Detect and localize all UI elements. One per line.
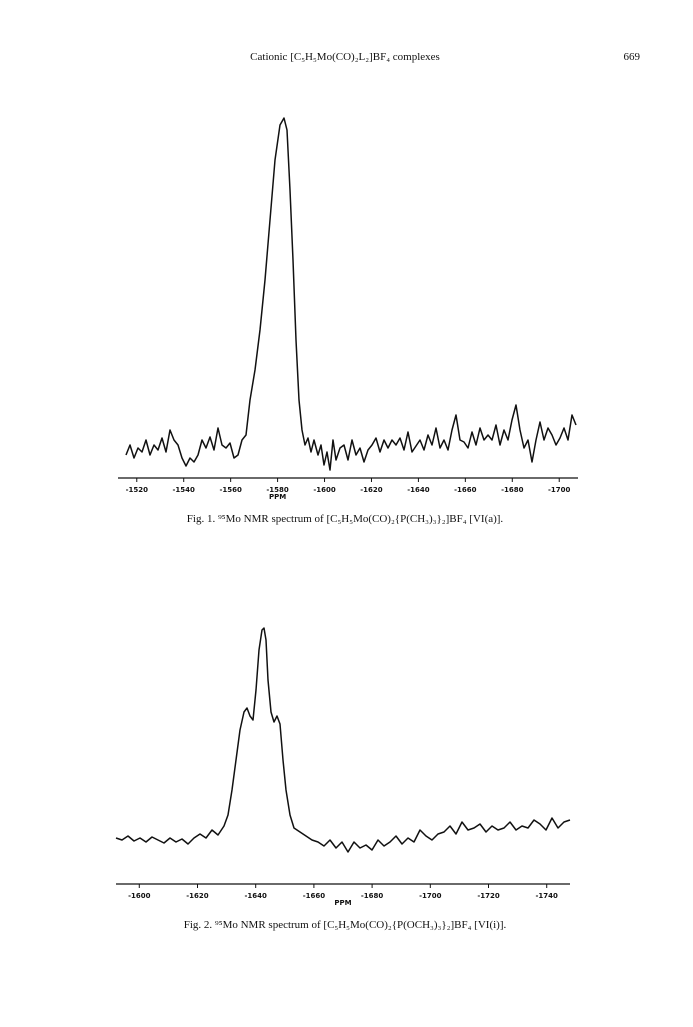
x-tick-label: -1620 <box>360 486 383 494</box>
x-tick-label: -1640 <box>407 486 430 494</box>
x-tick-label: -1660 <box>303 892 326 900</box>
x-tick-label: -1680 <box>501 486 524 494</box>
x-axis-label: PPM <box>269 493 286 501</box>
page-number: 669 <box>624 51 641 63</box>
running-title: Cationic [C₅H₅Mo(CO)₂L₂]BF₄ complexes <box>250 51 440 63</box>
x-tick-label: -1740 <box>536 892 559 900</box>
x-tick-label: -1680 <box>361 892 384 900</box>
x-tick-label: -1700 <box>548 486 571 494</box>
x-tick-label: -1600 <box>313 486 336 494</box>
figure-caption: Fig. 1. ⁹⁵Mo NMR spectrum of [C₅H₅Mo(CO)… <box>187 513 504 525</box>
x-tick-label: -1700 <box>419 892 442 900</box>
x-tick-label: -1720 <box>477 892 500 900</box>
x-axis-label: PPM <box>334 899 351 907</box>
spectrum-1 <box>125 117 577 471</box>
x-tick-label: -1560 <box>219 486 242 494</box>
x-tick-label: -1520 <box>126 486 149 494</box>
x-tick-label: -1540 <box>173 486 196 494</box>
x-tick-label: -1660 <box>454 486 477 494</box>
x-tick-label: -1600 <box>128 892 151 900</box>
figure-caption: Fig. 2. ⁹⁵Mo NMR spectrum of [C₅H₅Mo(CO)… <box>184 919 507 931</box>
x-tick-label: -1640 <box>244 892 267 900</box>
spectrum-2 <box>115 627 571 853</box>
x-tick-label: -1580 <box>266 486 289 494</box>
x-tick-label: -1620 <box>186 892 209 900</box>
